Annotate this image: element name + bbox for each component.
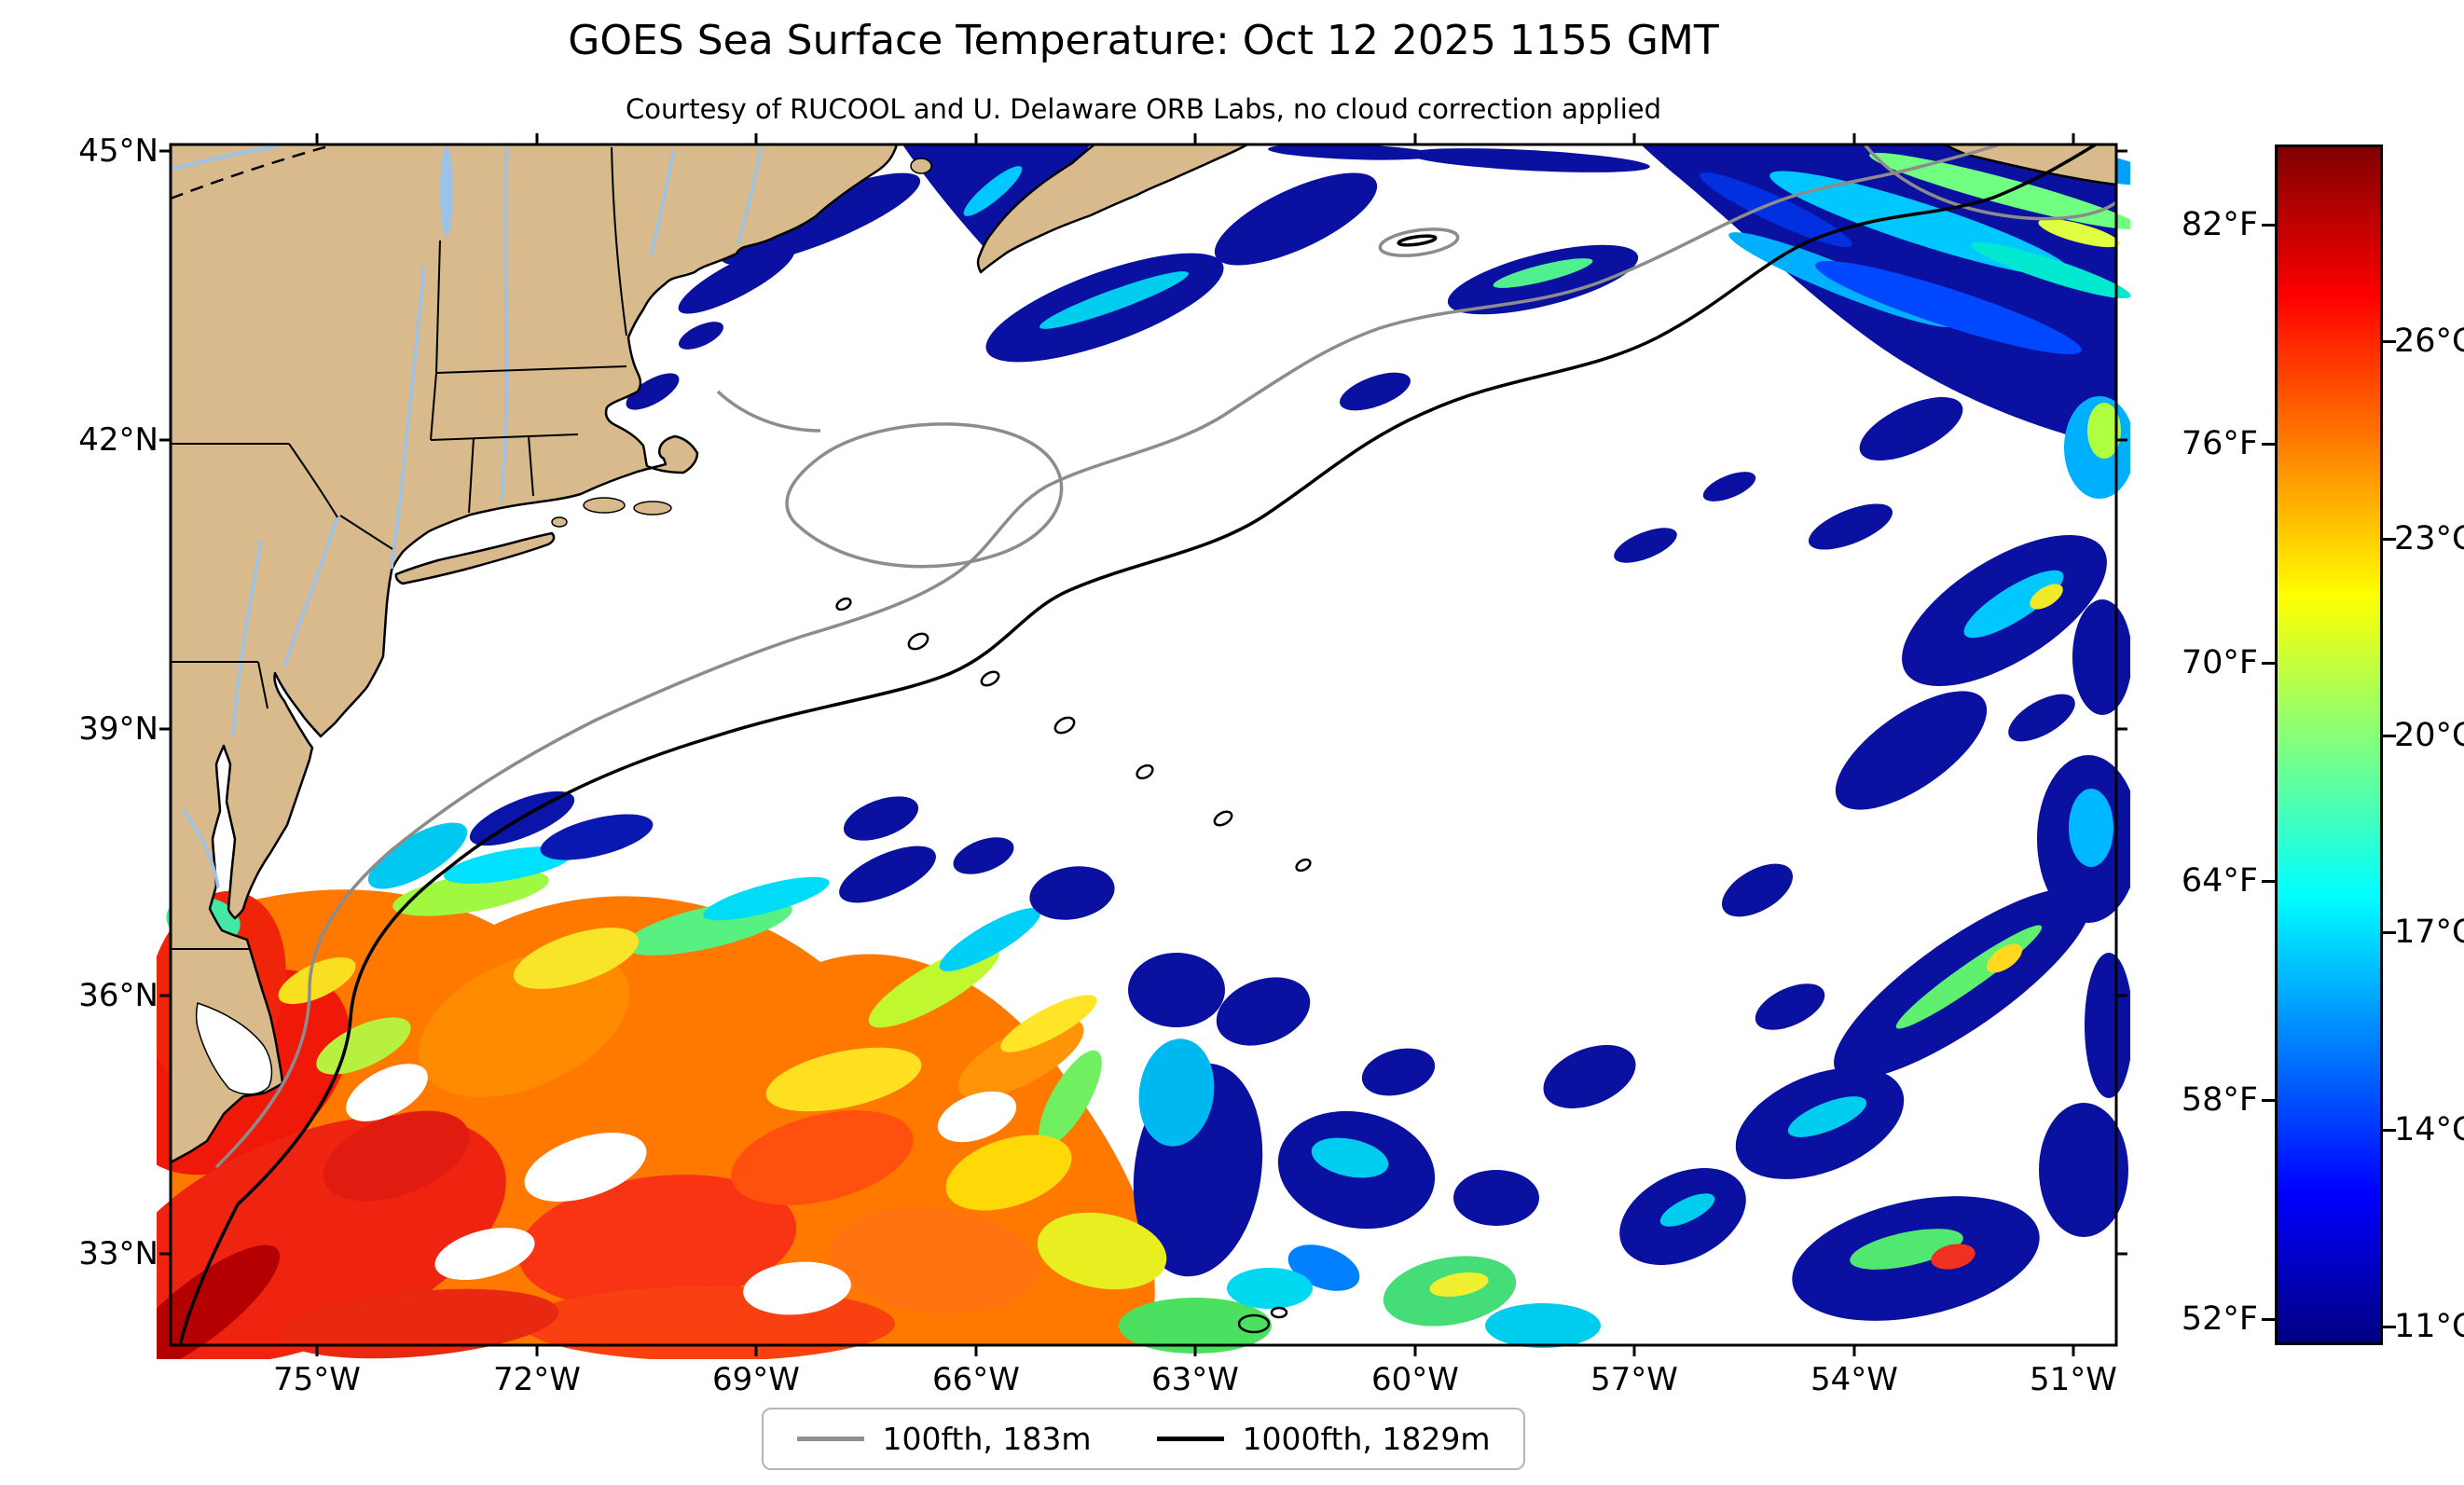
seamount-contours (835, 597, 1312, 873)
legend-item-1000fth: 1000fth, 1829m (1156, 1421, 1491, 1457)
lon-tick-label: 72°W (493, 1361, 581, 1398)
page-title: GOES Sea Surface Temperature: Oct 12 202… (568, 17, 1719, 64)
lat-tick-label: 42°N (78, 421, 158, 459)
lon-tick-label: 66°W (932, 1361, 1020, 1398)
colorbar-tick (2383, 735, 2396, 737)
island-marthas-vineyard (583, 497, 626, 514)
temperature-colorbar (2275, 144, 2383, 1345)
colorbar-c-label: 20°C (2394, 717, 2464, 754)
lon-tick-label: 69°W (712, 1361, 800, 1398)
colorbar-tick (2383, 340, 2396, 343)
colorbar-c-label: 26°C (2394, 323, 2464, 360)
lon-tick-label: 57°W (1590, 1361, 1678, 1398)
colorbar-tick (2262, 662, 2275, 665)
lon-tick-label: 75°W (273, 1361, 361, 1398)
nova-scotia (976, 143, 1249, 274)
colorbar-tick (2383, 538, 2396, 541)
legend-item-100fth: 100fth, 183m (796, 1421, 1092, 1457)
lon-tick-label: 54°W (1810, 1361, 1898, 1398)
colorbar-f-label: 58°F (2181, 1081, 2258, 1119)
colorbar-tick (2262, 443, 2275, 446)
long-island (394, 531, 556, 585)
lat-tick-label: 33°N (78, 1235, 158, 1272)
legend-label: 1000fth, 1829m (1242, 1421, 1491, 1457)
colorbar-c-label: 11°C (2394, 1308, 2464, 1345)
colorbar-tick (2262, 1099, 2275, 1102)
colorbar-f-label: 82°F (2181, 206, 2258, 243)
lat-tick-label: 45°N (78, 132, 158, 170)
colorbar-tick (2262, 880, 2275, 883)
newfoundland-sliver (1942, 143, 2118, 186)
lake-champlain (440, 146, 453, 236)
inland-water (195, 146, 453, 1095)
colorbar-c-label: 17°C (2394, 914, 2464, 951)
map-frame (169, 143, 2118, 1347)
colorbar-tick (2383, 1326, 2396, 1328)
legend-label: 100fth, 183m (882, 1421, 1092, 1457)
bathymetry-contour-100fth (214, 143, 2118, 1169)
island-nantucket (633, 501, 672, 516)
pamlico-sound (195, 1002, 273, 1095)
lat-tick-label: 36°N (78, 977, 158, 1014)
sst-map-figure (157, 133, 2130, 1359)
colorbar-tick (2383, 931, 2396, 934)
land-layer (169, 143, 2118, 1164)
colorbar-f-label: 76°F (2181, 425, 2258, 462)
contour-legend: 100fth, 183m 1000fth, 1829m (171, 1408, 2116, 1470)
page-subtitle: Courtesy of RUCOOL and U. Delaware ORB L… (625, 93, 1662, 125)
bathymetry-contour-1000fth (178, 143, 2097, 1346)
island-grand-manan (910, 158, 932, 174)
political-boundaries (170, 144, 627, 950)
sst-data-layer (157, 144, 2130, 1359)
colorbar-f-label: 64°F (2181, 862, 2258, 900)
legend-box: 100fth, 183m 1000fth, 1829m (761, 1408, 1526, 1470)
mainland-us-coast (169, 143, 899, 1164)
axis-ticks (159, 133, 2127, 1356)
lon-tick-label: 51°W (2030, 1361, 2117, 1398)
colorbar-tick (2383, 1129, 2396, 1132)
colorbar-tick (2262, 224, 2275, 227)
island-block (551, 516, 568, 528)
lat-tick-label: 39°N (78, 710, 158, 748)
lon-tick-label: 63°W (1151, 1361, 1239, 1398)
rivers (170, 144, 763, 888)
colorbar-c-label: 23°C (2394, 520, 2464, 557)
colorbar-c-label: 14°C (2394, 1111, 2464, 1148)
lon-tick-label: 60°W (1371, 1361, 1459, 1398)
colorbar-tick (2262, 1318, 2275, 1321)
gray-contour-line-sample (796, 1437, 864, 1441)
black-contour-line-sample (1156, 1437, 1224, 1441)
colorbar-f-label: 70°F (2181, 644, 2258, 681)
colorbar-f-label: 52°F (2181, 1300, 2258, 1338)
